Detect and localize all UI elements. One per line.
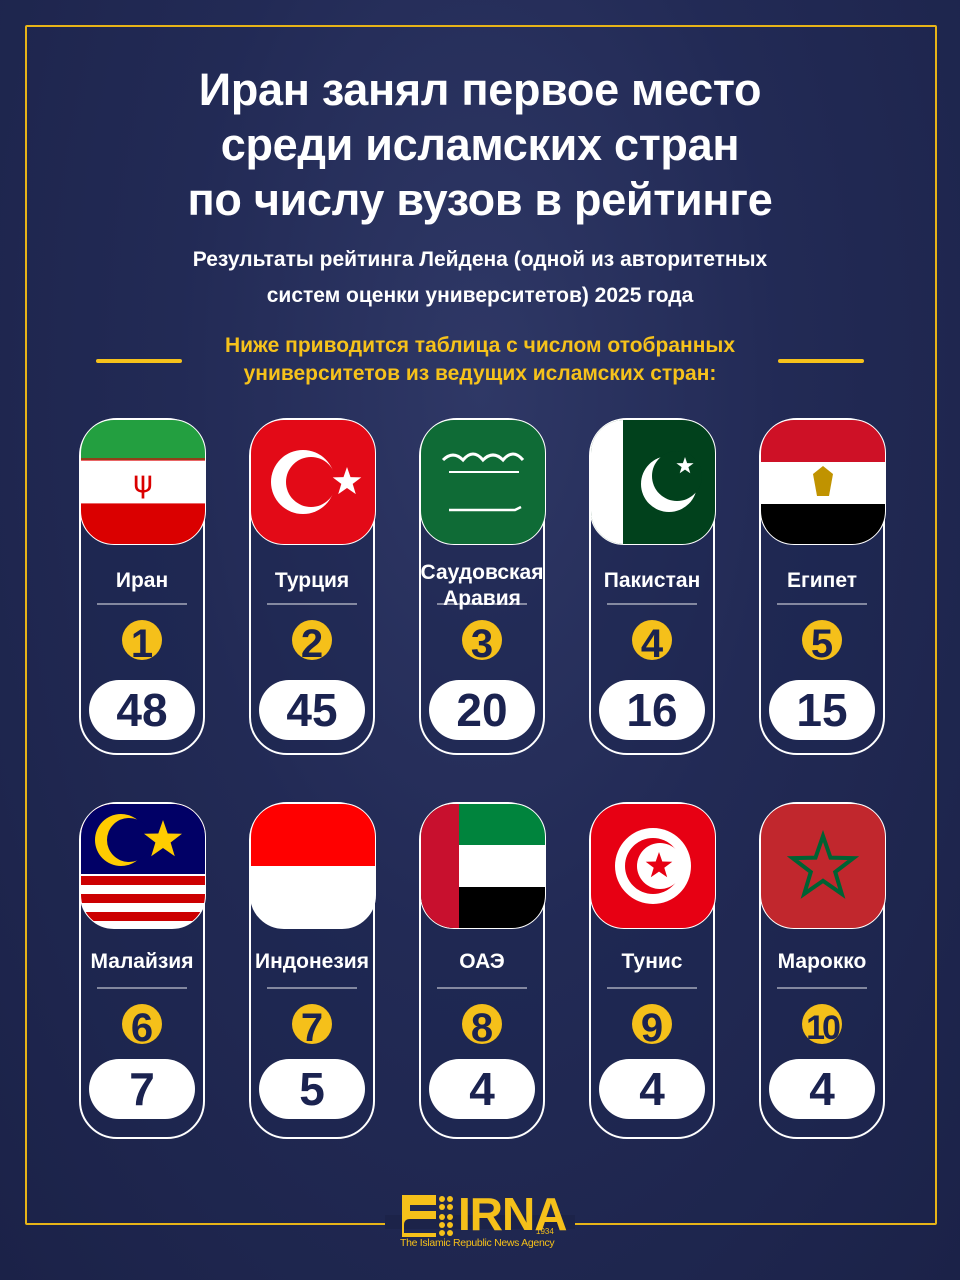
rank-number: 5 <box>810 622 834 666</box>
rank-badge: 3 <box>462 620 502 666</box>
country-card-iran: ψ Иран 1 48 <box>79 418 206 755</box>
country-card-tunisia: Тунис 9 4 <box>589 802 716 1139</box>
name-divider <box>97 603 187 605</box>
irna-logo: IRNA 1934 The Islamic Republic News Agen… <box>400 1188 567 1253</box>
iran-flag-icon: ψ <box>80 419 206 545</box>
name-divider <box>607 987 697 989</box>
country-card-uae: ОАЭ 8 4 <box>419 802 546 1139</box>
rank-badge: 9 <box>632 1004 672 1050</box>
country-name: Египет <box>786 569 858 592</box>
country-name: Малайзия <box>90 950 194 973</box>
name-divider <box>267 987 357 989</box>
name-divider <box>97 987 187 989</box>
rank-number: 4 <box>640 622 664 666</box>
rank-badge: 1 <box>122 620 162 666</box>
rank-number: 9 <box>640 1006 664 1050</box>
university-count: 4 <box>429 1059 535 1119</box>
turkey-flag-icon <box>250 419 376 545</box>
tunisia-flag-icon <box>590 803 716 929</box>
egypt-flag-icon <box>760 419 886 545</box>
rank-badge: 5 <box>802 620 842 666</box>
university-count: 16 <box>599 680 705 740</box>
saudi-arabia-flag-icon <box>420 419 546 545</box>
country-card-saudi-arabia: Саудовская Аравия 3 20 <box>419 418 546 755</box>
rank-badge: 6 <box>122 1004 162 1050</box>
university-count: 4 <box>599 1059 705 1119</box>
indonesia-flag-icon <box>250 803 376 929</box>
country-name: Саудовская Аравия <box>420 561 544 610</box>
logo-tagline: The Islamic Republic News Agency <box>400 1237 555 1249</box>
rank-number: 1 <box>130 622 154 666</box>
university-count: 7 <box>89 1059 195 1119</box>
rank-number: 3 <box>470 622 494 666</box>
rank-badge: 8 <box>462 1004 502 1050</box>
svg-text:ψ: ψ <box>133 465 153 500</box>
rank-number: 10 <box>806 1009 841 1047</box>
intro-line: университетов из ведущих исламских стран… <box>243 362 717 385</box>
subtitle-line: Результаты рейтинга Лейдена (одной из ав… <box>192 248 768 271</box>
name-divider <box>607 603 697 605</box>
rank-number: 8 <box>470 1006 494 1050</box>
university-count: 45 <box>259 680 365 740</box>
country-name: Пакистан <box>603 569 701 592</box>
country-card-turkey: Турция 2 45 <box>249 418 376 755</box>
intro-text: Ниже приводится таблица с числом отобран… <box>0 332 960 388</box>
name-divider <box>267 603 357 605</box>
university-count: 5 <box>259 1059 365 1119</box>
country-name: Марокко <box>777 950 867 973</box>
malaysia-flag-icon <box>80 803 206 929</box>
university-count: 48 <box>89 680 195 740</box>
rank-number: 6 <box>130 1006 154 1050</box>
rank-badge: 2 <box>292 620 332 666</box>
rank-number: 2 <box>300 622 324 666</box>
rank-badge: 7 <box>292 1004 332 1050</box>
morocco-flag-icon <box>760 803 886 929</box>
rank-badge: 10 <box>802 1004 842 1047</box>
country-name: Индонезия <box>255 950 369 973</box>
divider-left <box>96 359 182 363</box>
name-divider <box>437 603 527 605</box>
country-card-egypt: Египет 5 15 <box>759 418 886 755</box>
name-divider <box>437 987 527 989</box>
university-count: 4 <box>769 1059 875 1119</box>
subtitle-line: систем оценки университетов) 2025 года <box>266 284 694 307</box>
headline-line: среди исламских стран <box>220 119 740 170</box>
logo-word: IRNA <box>458 1188 567 1240</box>
divider-right <box>778 359 864 363</box>
subtitle: Результаты рейтинга Лейдена (одной из ав… <box>0 242 960 314</box>
headline: Иран занял первое место среди исламских … <box>0 62 960 227</box>
rank-badge: 4 <box>632 620 672 666</box>
country-name: Турция <box>274 569 350 592</box>
rank-number: 7 <box>300 1006 324 1050</box>
name-divider <box>777 987 867 989</box>
country-name: Тунис <box>621 950 683 973</box>
headline-line: Иран занял первое место <box>198 64 762 115</box>
country-name: Иран <box>115 569 169 592</box>
country-name: ОАЭ <box>459 950 505 973</box>
university-count: 15 <box>769 680 875 740</box>
country-card-indonesia: Индонезия 7 5 <box>249 802 376 1139</box>
university-count: 20 <box>429 680 535 740</box>
country-card-pakistan: Пакистан 4 16 <box>589 418 716 755</box>
uae-flag-icon <box>420 803 546 929</box>
country-card-morocco: Марокко 10 4 <box>759 802 886 1139</box>
name-divider <box>777 603 867 605</box>
intro-line: Ниже приводится таблица с числом отобран… <box>224 334 736 357</box>
irna-emblem-icon <box>402 1195 453 1237</box>
country-card-malaysia: Малайзия 6 7 <box>79 802 206 1139</box>
logo-year: 1934 <box>536 1227 554 1236</box>
pakistan-flag-icon <box>590 419 716 545</box>
headline-line: по числу вузов в рейтинге <box>187 174 773 225</box>
